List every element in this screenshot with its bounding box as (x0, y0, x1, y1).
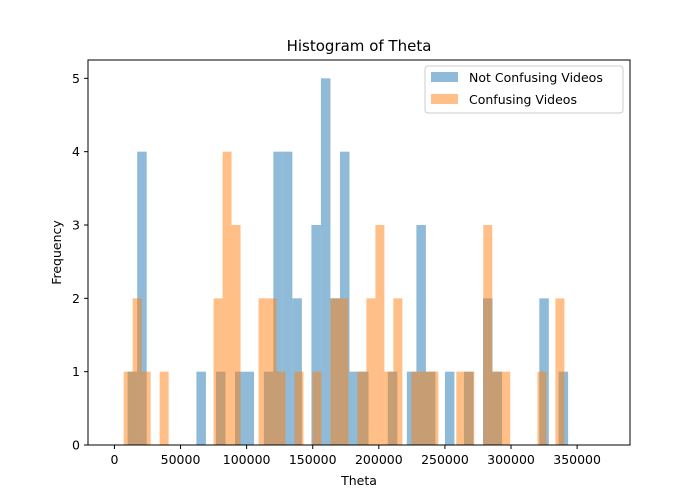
x-axis-ticks: 0 50000 100000 150000 200000 250000 300000 3500… (110, 445, 601, 467)
bar-series1-24 (483, 225, 493, 445)
bar-series1-8 (267, 298, 277, 445)
bar-series0-13 (339, 151, 350, 445)
bar-series0-8 (282, 151, 293, 445)
legend-swatch-not-confusing (431, 72, 458, 82)
y-tick-label: 1 (72, 364, 80, 379)
bar-series1-28 (555, 298, 565, 445)
bar-series0-11 (320, 78, 331, 445)
x-tick-label: 50000 (161, 452, 201, 467)
x-tick-label: 100000 (223, 452, 271, 467)
x-tick-label: 350000 (553, 452, 601, 467)
bar-series0-1 (137, 151, 147, 445)
bar-series1-20 (420, 371, 430, 445)
y-axis-ticks: 0 1 2 3 4 5 (72, 71, 88, 453)
bar-series1-27 (537, 371, 547, 445)
bar-series0-18 (416, 225, 426, 445)
legend: Not Confusing Videos Confusing Videos (424, 65, 624, 114)
y-tick-label: 5 (72, 71, 80, 86)
bar-series1-1 (132, 298, 142, 445)
plot-frame (87, 59, 631, 446)
bar-series1-5 (222, 151, 232, 445)
x-tick-label: 0 (110, 452, 118, 467)
bar-series1-14 (357, 371, 367, 445)
bar-series1-10 (294, 371, 304, 445)
bar-series1-19 (411, 371, 421, 445)
bar-series0-20 (444, 371, 455, 445)
y-tick-label: 3 (72, 218, 80, 233)
legend-label-not-confusing: Not Confusing Videos (469, 70, 603, 85)
x-tick-label: 200000 (355, 452, 403, 467)
bar-series1-16 (375, 225, 385, 445)
bar-series1-22 (456, 371, 466, 445)
x-tick-label: 300000 (487, 452, 535, 467)
bar-series1-21 (429, 371, 439, 445)
bar-series0-5 (244, 371, 255, 445)
bar-series1-13 (339, 298, 349, 445)
bar-series1-12 (330, 298, 340, 445)
bar-series1-17 (384, 371, 394, 445)
legend-label-confusing: Confusing Videos (469, 92, 577, 107)
bars-layer (123, 78, 569, 445)
bar-series1-15 (366, 298, 376, 445)
legend-box (424, 65, 624, 114)
bar-series1-7 (258, 298, 268, 445)
legend-swatch-confusing (431, 94, 458, 104)
chart-title: Histogram of Theta (287, 37, 432, 55)
bar-series0-10 (311, 225, 321, 445)
bar-series1-11 (312, 371, 322, 445)
bar-series1-4 (213, 298, 223, 445)
y-tick-label: 4 (72, 144, 80, 159)
bar-series0-2 (196, 371, 206, 445)
bar-series1-3 (159, 371, 169, 445)
bar-series1-23 (465, 371, 475, 445)
y-tick-label: 0 (72, 438, 80, 453)
bar-series1-0 (123, 371, 133, 445)
series-1 (123, 151, 565, 445)
x-axis-label: Theta (340, 473, 377, 488)
bar-series1-18 (393, 298, 403, 445)
x-tick-label: 250000 (421, 452, 469, 467)
bar-series1-2 (141, 371, 151, 445)
x-tick-label: 150000 (289, 452, 337, 467)
bar-series0-14 (349, 371, 359, 445)
bar-series1-26 (501, 371, 511, 445)
y-axis-label: Frequency (49, 220, 64, 285)
bar-series1-25 (492, 371, 502, 445)
bar-series0-7 (273, 151, 283, 445)
y-tick-label: 2 (72, 291, 80, 306)
bar-series1-6 (231, 225, 241, 445)
bar-series1-9 (276, 371, 286, 445)
